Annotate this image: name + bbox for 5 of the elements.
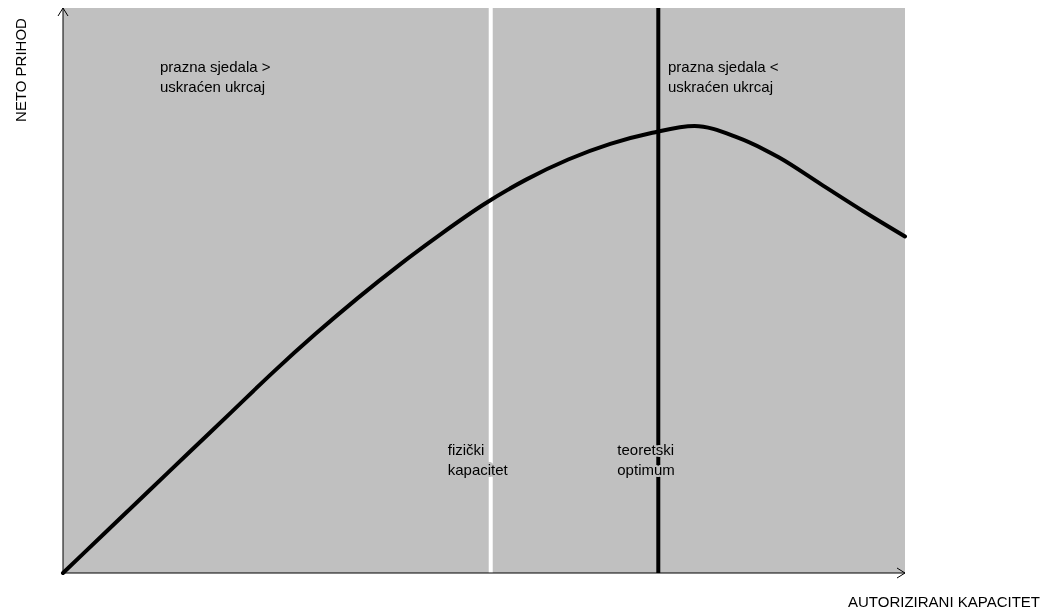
annotation: fizički kapacitet (447, 441, 509, 478)
text: prazna sjedala < uskraćen ukrcaj (668, 58, 779, 95)
x-axis-title: AUTORIZIRANI KAPACITET (848, 593, 1040, 610)
text: prazna sjedala > uskraćen ukrcaj (160, 58, 271, 95)
y-axis-title: NETO PRIHOD (12, 17, 29, 122)
